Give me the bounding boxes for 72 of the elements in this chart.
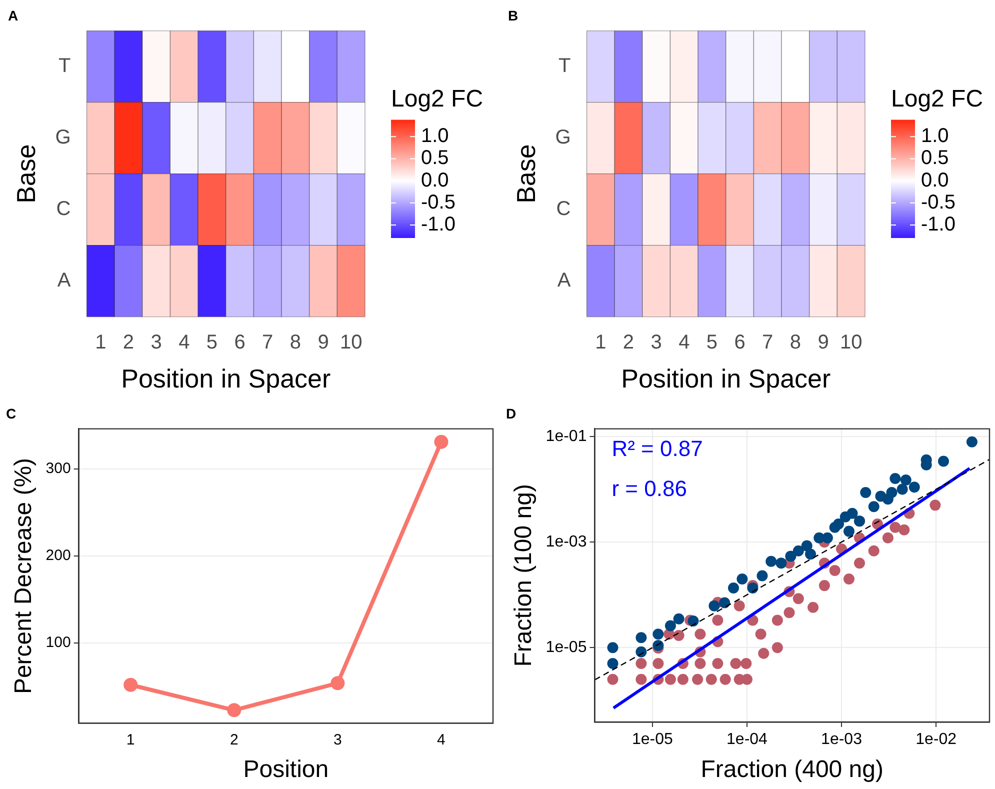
x-axis-title: Fraction (400 ng) bbox=[700, 756, 884, 784]
x-tick-label: 4 bbox=[678, 331, 690, 354]
y-axis-title: Base bbox=[10, 144, 41, 204]
y-tick-label: 1e-03 bbox=[546, 533, 587, 550]
x-tick-label: 2 bbox=[230, 731, 238, 748]
y-tick-label: 200 bbox=[46, 547, 71, 564]
x-tick-label: 3 bbox=[150, 331, 162, 354]
x-tick-label: 9 bbox=[818, 331, 829, 354]
x-tick-label: 7 bbox=[762, 331, 774, 354]
point bbox=[227, 703, 242, 718]
color-bar-label: 1.0 bbox=[921, 125, 949, 148]
x-tick-label: 3 bbox=[650, 331, 662, 354]
color-bar-label: 1.0 bbox=[421, 125, 449, 148]
x-tick-label: 8 bbox=[790, 331, 801, 354]
y-tick-label: 1e-01 bbox=[546, 428, 587, 445]
y-axis-title: Fraction (100 ng) bbox=[510, 484, 538, 667]
x-tick-label: 9 bbox=[318, 331, 329, 354]
x-tick-label: 2 bbox=[622, 331, 634, 354]
y-tick-label: 1e-05 bbox=[546, 639, 587, 656]
chart-title: D bbox=[506, 405, 516, 422]
annotation: r = 0.86 bbox=[612, 476, 687, 501]
x-tick-label: 4 bbox=[437, 731, 446, 748]
x-tick-label: 1e-05 bbox=[632, 731, 674, 748]
x-tick-label: 1 bbox=[126, 731, 135, 748]
x-tick-label: 6 bbox=[234, 331, 246, 354]
color-bar-title: Log2 FC bbox=[891, 85, 984, 112]
x-axis-title: Position in Spacer bbox=[121, 364, 331, 394]
color-bar-label: -0.5 bbox=[421, 191, 456, 214]
x-tick-label: 1 bbox=[95, 331, 106, 354]
chart-title: A bbox=[8, 7, 18, 24]
color-bar-title: Log2 FC bbox=[391, 85, 484, 112]
y-tick-label: G bbox=[555, 126, 571, 149]
x-tick-label: 5 bbox=[706, 331, 718, 354]
annotation: R² = 0.87 bbox=[612, 436, 703, 461]
y-tick-label: G bbox=[55, 126, 71, 149]
x-tick-label: 10 bbox=[340, 331, 362, 354]
x-tick-label: 10 bbox=[840, 331, 862, 354]
x-tick-label: 2 bbox=[122, 331, 134, 354]
x-tick-label: 4 bbox=[178, 331, 190, 354]
chart-title: B bbox=[508, 7, 518, 24]
x-tick-label: 1 bbox=[595, 331, 606, 354]
y-tick-label: T bbox=[558, 55, 571, 78]
color-bar-label: 0.5 bbox=[921, 147, 949, 170]
y-tick-label: 100 bbox=[46, 634, 71, 652]
x-tick-label: 7 bbox=[262, 331, 274, 354]
chart-title: C bbox=[6, 405, 16, 422]
x-tick-label: 1e-03 bbox=[821, 731, 862, 748]
color-bar-label: -1.0 bbox=[421, 214, 456, 236]
x-axis-title: Position bbox=[243, 756, 329, 784]
x-tick-label: 8 bbox=[290, 331, 301, 354]
point bbox=[124, 678, 138, 692]
y-axis-title: Base bbox=[510, 144, 541, 204]
x-tick-label: 3 bbox=[334, 731, 342, 748]
color-bar-label: -1.0 bbox=[921, 214, 956, 236]
y-tick-label: A bbox=[557, 270, 572, 292]
x-tick-label: 1e-02 bbox=[916, 731, 957, 748]
x-axis-title: Position in Spacer bbox=[621, 364, 831, 394]
color-bar-label: -0.5 bbox=[921, 191, 956, 214]
y-tick-label: C bbox=[556, 198, 571, 220]
y-axis-title: Percent Decrease (%) bbox=[10, 458, 38, 694]
point bbox=[434, 434, 448, 449]
x-tick-label: 1e-04 bbox=[726, 731, 768, 748]
color-bar-label: 0.0 bbox=[921, 169, 949, 192]
y-tick-label: A bbox=[57, 270, 72, 292]
y-tick-label: C bbox=[56, 198, 71, 220]
x-tick-label: 5 bbox=[206, 331, 218, 354]
point bbox=[330, 676, 345, 690]
y-tick-label: 300 bbox=[46, 460, 71, 478]
color-bar-label: 0.0 bbox=[421, 169, 449, 192]
y-tick-label: T bbox=[58, 55, 71, 78]
x-tick-label: 6 bbox=[734, 331, 746, 354]
color-bar-label: 0.5 bbox=[421, 147, 449, 170]
